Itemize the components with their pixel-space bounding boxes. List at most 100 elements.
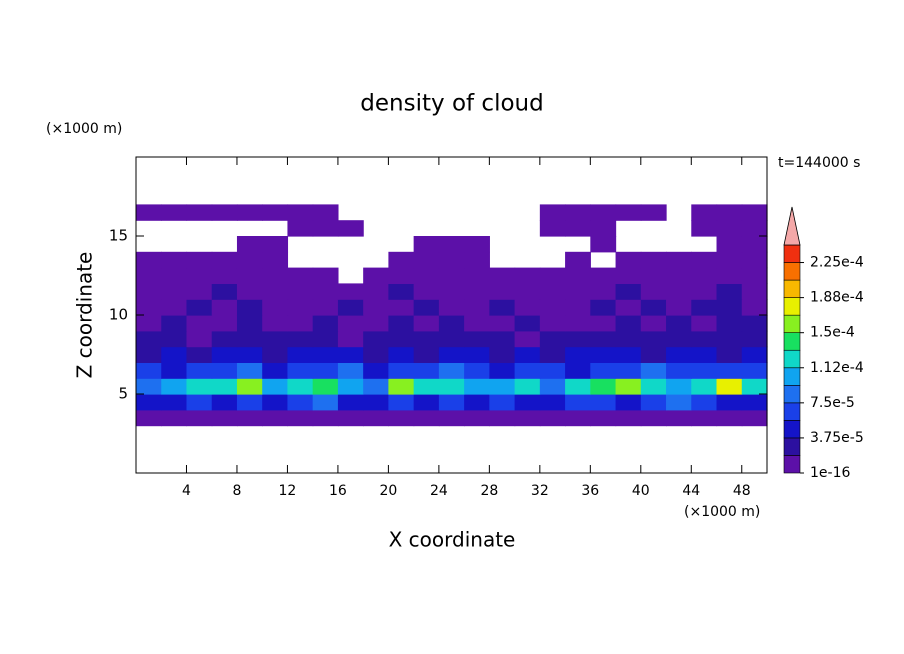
chart-title: density of cloud (360, 91, 543, 117)
field-cell (640, 299, 667, 316)
field-cell (211, 409, 238, 427)
field-cell (741, 346, 768, 363)
field-cell (666, 409, 692, 427)
field-cell (438, 330, 465, 348)
field-cell (539, 315, 566, 332)
field-cell (691, 362, 718, 379)
field-cell (388, 267, 415, 284)
field-cell (161, 378, 188, 395)
field-cell (640, 283, 667, 300)
field-cell (691, 330, 718, 348)
field-cell (312, 330, 339, 348)
field-cell (262, 330, 289, 348)
field-cell (716, 394, 743, 411)
field-cell (640, 409, 667, 427)
x-tick-label: 4 (182, 483, 191, 499)
field-cell (211, 204, 238, 221)
field-cell (666, 330, 692, 348)
field-cell (388, 394, 415, 411)
field-cell (438, 236, 465, 253)
field-cell (312, 299, 339, 316)
field-cell (539, 283, 566, 300)
colorbar-tick-label: 1.12e-4 (810, 360, 864, 376)
field-cell (464, 330, 490, 348)
field-cell (741, 394, 768, 411)
x-tick-label: 24 (430, 483, 448, 499)
field-cell (262, 299, 289, 316)
field-cell (161, 409, 188, 427)
field-cell (489, 346, 516, 363)
field-cell (438, 409, 465, 427)
colorbar-band (783, 349, 801, 369)
x-axis-label: X coordinate (389, 528, 516, 552)
field-cell (312, 346, 339, 363)
field-cell (565, 378, 591, 395)
field-cell (741, 236, 768, 253)
field-cell (413, 394, 440, 411)
field-cell (161, 315, 188, 332)
field-cell (363, 394, 389, 411)
field-cell (741, 330, 768, 348)
field-cell (337, 220, 364, 237)
field-cell (262, 251, 289, 269)
field-cell (211, 330, 238, 348)
field-cell (287, 409, 314, 427)
field-cell (565, 220, 591, 237)
field-cell (388, 315, 415, 332)
field-cell (464, 251, 490, 269)
field-cell (312, 204, 339, 221)
field-cell (741, 220, 768, 237)
field-cell (287, 299, 314, 316)
field-cell (287, 330, 314, 348)
field-cell (363, 315, 389, 332)
field-cell (489, 283, 516, 300)
field-cell (615, 409, 642, 427)
field-cell (413, 236, 440, 253)
field-cell (236, 315, 263, 332)
y-tick-label: 15 (109, 227, 128, 245)
field-cell (464, 315, 490, 332)
field-cell (363, 362, 389, 379)
field-cell (666, 346, 692, 363)
time-annotation: t=144000 s (778, 155, 860, 171)
field-cell (716, 267, 743, 284)
field-cell (388, 378, 415, 395)
field-cell (236, 204, 263, 221)
colorbar-band (783, 279, 801, 298)
field-cell (186, 346, 213, 363)
field-cell (539, 330, 566, 348)
field-cell (363, 283, 389, 300)
x-tick-label: 8 (232, 483, 241, 499)
field-cell (438, 251, 465, 269)
field-cell (489, 267, 516, 284)
field-cell (590, 267, 617, 284)
field-cell (337, 409, 364, 427)
field-cell (211, 346, 238, 363)
field-cell (236, 251, 263, 269)
field-cell (691, 251, 718, 269)
field-cell (186, 362, 213, 379)
field-cell (539, 220, 566, 237)
field-cell (565, 267, 591, 284)
field-cell (413, 378, 440, 395)
field-cell (262, 267, 289, 284)
field-cell (464, 283, 490, 300)
field-cell (438, 299, 465, 316)
field-cell (186, 204, 213, 221)
field-cell (716, 409, 743, 427)
field-cell (691, 394, 718, 411)
field-cell (514, 378, 541, 395)
field-cell (514, 346, 541, 363)
field-cell (615, 204, 642, 221)
field-cell (741, 409, 768, 427)
field-cell (539, 394, 566, 411)
colorbar-band (783, 455, 801, 474)
field-cell (691, 346, 718, 363)
field-cell (691, 299, 718, 316)
field-cell (186, 378, 213, 395)
field-cell (262, 394, 289, 411)
field-cell (716, 299, 743, 316)
field-cell (388, 346, 415, 363)
field-cell (489, 362, 516, 379)
